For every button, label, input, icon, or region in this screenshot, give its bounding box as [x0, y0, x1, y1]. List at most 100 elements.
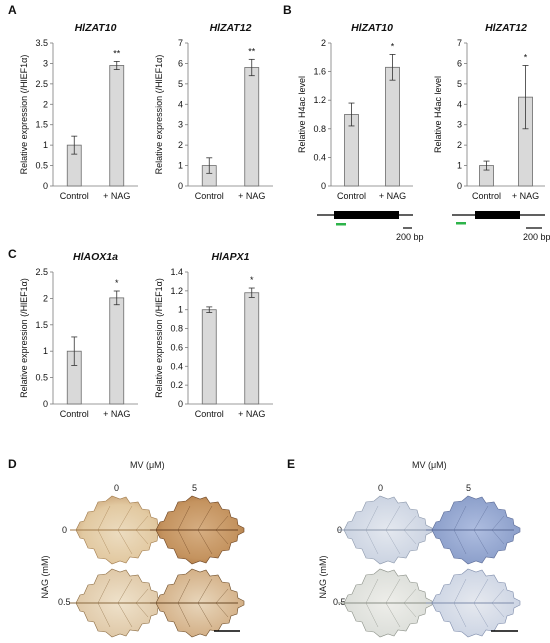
y-tick-label: 0.5	[35, 161, 48, 171]
chart-title: HlAOX1a	[73, 251, 118, 263]
leaf-vein	[403, 515, 417, 531]
leaf-vein	[177, 578, 191, 604]
x-tick-label: + NAG	[238, 409, 265, 419]
chart-2: HlZAT10 0 0.4 0.8 1.2 1.6 2 Relative H4ac level…	[297, 22, 413, 201]
y-tick-label: 4	[457, 99, 462, 109]
leaf-vein	[117, 529, 133, 555]
leaf-vein	[491, 515, 505, 531]
leaf-vein	[177, 602, 191, 628]
leaf-vein	[215, 529, 229, 545]
mv-level-0: 0	[378, 483, 383, 493]
nag-level-0-5: 0.5	[58, 597, 71, 607]
x-tick-label: Control	[195, 191, 224, 201]
leaf-vein	[135, 529, 149, 545]
y-tick-label: 3.5	[35, 38, 48, 48]
leaf-image	[338, 495, 433, 565]
y-tick-label: 0.4	[170, 361, 183, 371]
leaf-vein	[135, 515, 149, 531]
leaf-vein	[97, 578, 111, 604]
y-tick-label: 6	[178, 58, 183, 68]
significance-marker: **	[248, 46, 256, 56]
leaf-vein	[491, 588, 505, 604]
leaf-vein	[215, 588, 229, 604]
y-tick-label: 3	[457, 120, 462, 130]
leaf-image	[426, 495, 521, 565]
y-tick-label: 1.6	[313, 67, 326, 77]
nag-axis-label: NAG (mM)	[40, 556, 50, 599]
leaf-vein	[453, 578, 467, 604]
significance-marker: **	[113, 48, 121, 58]
y-tick-label: 6	[457, 58, 462, 68]
leaf-panel-d: MV (μM) 0 5 NAG (mM) 0 0.5	[40, 460, 245, 638]
amplicon-marker	[336, 223, 346, 226]
y-tick-label: 0	[457, 181, 462, 191]
leaf-vein	[135, 602, 149, 618]
leaf-vein	[453, 505, 467, 531]
nag-axis-label: NAG (mM)	[318, 556, 328, 599]
chart-title: HlZAT12	[210, 22, 252, 34]
leaf-vein	[403, 602, 417, 618]
y-tick-label: 5	[178, 79, 183, 89]
y-tick-label: 1.4	[170, 267, 183, 277]
leaf-vein	[403, 588, 417, 604]
chart-title: HlZAT10	[75, 22, 117, 34]
y-tick-label: 0	[43, 399, 48, 409]
y-tick-label: 1	[178, 305, 183, 315]
leaf-vein	[215, 515, 229, 531]
leaf-image	[70, 568, 165, 638]
y-tick-label: 1.5	[35, 120, 48, 130]
leaf-vein	[177, 505, 191, 531]
bar-charts: HlZAT10 0 0.5 1 1.5 2 2.5 3 3.5 Relative expressi…	[19, 22, 545, 419]
mv-level-0: 0	[114, 483, 119, 493]
significance-marker: *	[391, 41, 395, 51]
y-tick-label: 1	[178, 161, 183, 171]
y-tick-label: 3	[43, 58, 48, 68]
y-tick-label: 2	[43, 293, 48, 303]
chart-3: HlZAT12 0 1 2 3 4 5 6 7 Relative H4ac level Contro…	[433, 22, 545, 201]
y-tick-label: 0	[321, 181, 326, 191]
nag-level-0-5: 0.5	[333, 597, 346, 607]
leaf-vein	[473, 602, 489, 628]
leaf-vein	[117, 505, 133, 531]
y-axis-label: Relative expression (/HlEF1α)	[154, 278, 164, 398]
leaf-image	[150, 568, 245, 638]
y-tick-label: 1.5	[35, 320, 48, 330]
y-tick-label: 0.8	[170, 324, 183, 334]
panel-label-a: A	[8, 3, 17, 17]
significance-marker: *	[250, 275, 254, 285]
leaf-vein	[215, 602, 229, 618]
leaf-vein	[365, 602, 379, 628]
y-tick-label: 1.2	[170, 286, 183, 296]
significance-marker: *	[524, 52, 528, 62]
y-tick-label: 2	[43, 99, 48, 109]
leaf-vein	[491, 602, 505, 618]
x-tick-label: Control	[60, 191, 89, 201]
y-tick-label: 1	[43, 140, 48, 150]
chart-5: HlAPX1 0 0.2 0.4 0.6 0.8 1 1.2 1.4 Relative expre…	[154, 251, 273, 419]
y-axis-label: Relative expression (/HlEF1α)	[154, 55, 164, 175]
gene-diagram-zat10: 200 bp	[317, 211, 424, 242]
leaf-vein	[197, 505, 213, 531]
leaf-vein	[365, 578, 379, 604]
leaf-vein	[473, 578, 489, 604]
leaf-vein	[453, 602, 467, 628]
y-tick-label: 1	[43, 346, 48, 356]
y-tick-label: 4	[178, 99, 183, 109]
y-axis-label: Relative H4ac level	[433, 76, 443, 153]
leaf-vein	[491, 529, 505, 545]
y-tick-label: 1.2	[313, 95, 326, 105]
y-tick-label: 0.5	[35, 373, 48, 383]
y-tick-label: 0.2	[170, 380, 183, 390]
gene-exon	[334, 211, 399, 219]
leaf-vein	[365, 529, 379, 555]
mv-axis-label: MV (μM)	[130, 460, 165, 470]
x-tick-label: + NAG	[238, 191, 265, 201]
leaf-vein	[117, 602, 133, 628]
y-tick-label: 2.5	[35, 267, 48, 277]
y-axis-label: Relative expression (/HlEF1α)	[19, 278, 29, 398]
y-tick-label: 0.6	[170, 342, 183, 352]
chart-4: HlAOX1a 0 0.5 1 1.5 2 2.5 Relative expression (…	[19, 251, 138, 419]
x-tick-label: Control	[60, 409, 89, 419]
y-tick-label: 2	[457, 140, 462, 150]
leaf-vein	[97, 505, 111, 531]
